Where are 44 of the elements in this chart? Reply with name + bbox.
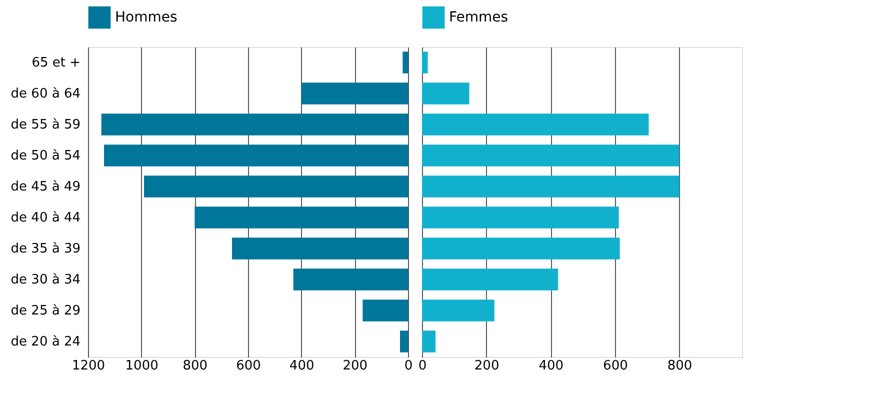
y-tick-label: de 50 à 54 <box>10 148 80 164</box>
y-tick-label: de 30 à 34 <box>10 272 80 288</box>
legend-label: Femmes <box>449 10 508 26</box>
x-tick-label: 400 <box>289 358 314 374</box>
x-tick-label: 600 <box>236 358 261 374</box>
bar <box>422 268 558 290</box>
bar <box>422 52 428 74</box>
bar <box>422 300 494 322</box>
bar <box>422 238 620 260</box>
bar <box>422 330 436 352</box>
x-tick-label: 800 <box>182 358 208 374</box>
bar <box>101 114 408 136</box>
bar <box>400 330 408 352</box>
y-tick-label: de 25 à 29 <box>10 304 80 318</box>
y-tick-label: de 45 à 49 <box>10 180 80 194</box>
y-tick-label: de 20 à 24 <box>10 334 80 350</box>
x-tick-label: 1000 <box>125 358 158 374</box>
bar <box>422 82 470 104</box>
x-tick-label: 600 <box>603 358 628 374</box>
bar <box>422 176 680 198</box>
bar <box>293 268 408 290</box>
bar <box>402 52 408 74</box>
bar <box>422 144 680 166</box>
y-tick-label: de 55 à 59 <box>10 118 80 132</box>
bar <box>362 300 408 322</box>
bar <box>422 206 619 228</box>
y-tick-label: de 60 à 64 <box>10 86 80 102</box>
bar <box>232 238 408 260</box>
x-tick-label: 1200 <box>72 358 106 374</box>
bar <box>194 206 408 228</box>
y-tick-label: de 40 à 44 <box>10 210 80 226</box>
bar <box>301 82 408 104</box>
x-tick-label: 800 <box>667 358 692 374</box>
x-tick-label: 0 <box>418 358 427 374</box>
bar <box>144 176 408 198</box>
x-tick-label: 200 <box>342 358 368 374</box>
x-tick-label: 200 <box>474 358 500 374</box>
y-tick-label: de 35 à 39 <box>10 242 80 256</box>
legend-label: Hommes <box>115 10 178 26</box>
y-tick-label: 65 et + <box>32 56 80 70</box>
bar <box>104 144 408 166</box>
x-tick-label: 400 <box>538 358 564 374</box>
x-tick-label: 0 <box>404 358 413 374</box>
bar <box>422 114 649 136</box>
